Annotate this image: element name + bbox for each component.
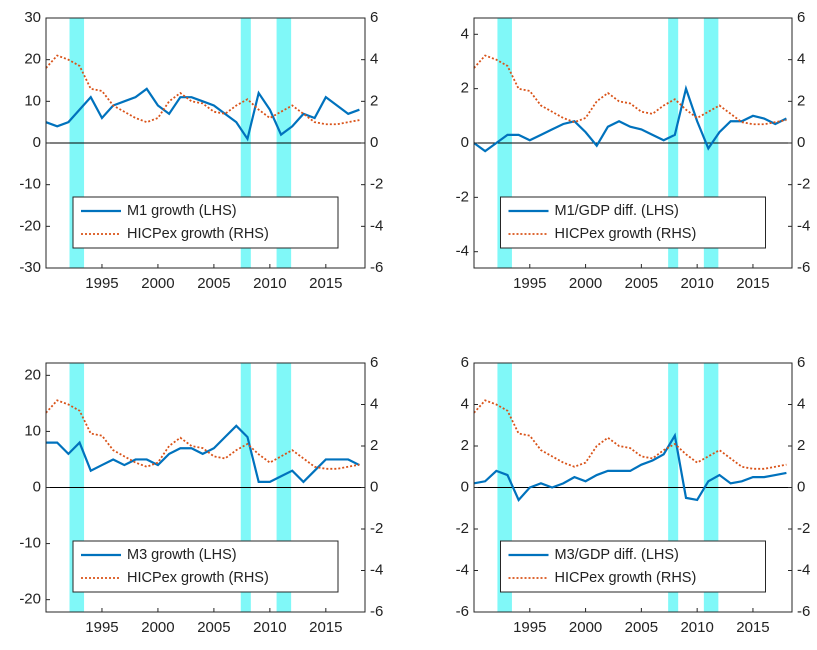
y-tick-label: 4 <box>461 25 469 42</box>
y-tick-label: 2 <box>461 437 469 454</box>
x-tick-label: 2015 <box>309 619 342 636</box>
y-tick-label: -4 <box>456 561 469 578</box>
y-tick-label: 0 <box>33 478 41 495</box>
x-tick-label: 2000 <box>141 619 174 636</box>
y-tick-label: -10 <box>19 176 41 193</box>
y-tick-label: -2 <box>456 520 469 537</box>
x-tick-label: 1995 <box>85 275 118 292</box>
legend-label: HICPex growth (RHS) <box>127 570 269 586</box>
y2-tick-label: 0 <box>370 134 378 151</box>
legend-label: HICPex growth (RHS) <box>555 226 697 242</box>
x-tick-label: 2015 <box>736 619 769 636</box>
x-tick-label: 2015 <box>309 275 342 292</box>
y-tick-label: 0 <box>33 134 41 151</box>
legend-label: M1 growth (LHS) <box>127 203 237 219</box>
subplot: -4 -2 0 2 4 -6 -4 -2 0 2 4 6 1995 2000 2005 2010 2015 M1/… <box>456 9 811 292</box>
y2-tick-label: 6 <box>370 9 378 26</box>
y2-tick-label: -6 <box>797 603 810 620</box>
x-tick-label: 2005 <box>625 619 658 636</box>
x-tick-label: 2000 <box>569 275 602 292</box>
x-tick-label: 2005 <box>625 275 658 292</box>
legend-box <box>500 540 766 593</box>
y2-tick-label: 6 <box>370 354 378 371</box>
y-tick-label: -4 <box>456 243 469 260</box>
legend-label: M1/GDP diff. (LHS) <box>555 203 679 219</box>
x-tick-label: 1995 <box>513 619 546 636</box>
y-tick-label: 20 <box>24 366 41 383</box>
y2-tick-label: 4 <box>370 395 378 412</box>
x-tick-label: 2000 <box>141 275 174 292</box>
y-tick-label: -10 <box>19 535 41 552</box>
y2-tick-label: 2 <box>797 92 805 109</box>
series-line <box>45 399 360 470</box>
y-tick-label: 0 <box>461 134 469 151</box>
y2-tick-label: 2 <box>797 437 805 454</box>
legend-label: M3/GDP diff. (LHS) <box>555 547 679 563</box>
legend-label: HICPex growth (RHS) <box>555 570 697 586</box>
y-tick-label: -2 <box>456 188 469 205</box>
y2-tick-label: -4 <box>370 561 383 578</box>
subplot: -6 -4 -2 0 2 4 6 -6 -4 -2 0 2 4 6 1995 2000 2005 2010 2015… <box>456 354 811 636</box>
y2-tick-label: 0 <box>797 134 805 151</box>
x-tick-label: 2005 <box>197 275 230 292</box>
series-line <box>473 432 787 502</box>
x-tick-label: 2010 <box>680 275 713 292</box>
y2-tick-label: 6 <box>797 354 805 371</box>
y2-tick-label: -4 <box>370 217 383 234</box>
x-tick-label: 2010 <box>680 619 713 636</box>
y-tick-label: -20 <box>19 217 41 234</box>
y-tick-label: 10 <box>24 422 41 439</box>
y-tick-label: 2 <box>461 80 469 97</box>
y-tick-label: 4 <box>461 395 469 412</box>
y2-tick-label: 0 <box>797 478 805 495</box>
x-tick-label: 2015 <box>736 275 769 292</box>
y-tick-label: 10 <box>24 92 41 109</box>
y-tick-label: 6 <box>461 354 469 371</box>
y2-tick-label: 4 <box>370 51 378 68</box>
y2-tick-label: -2 <box>797 176 810 193</box>
y2-tick-label: 4 <box>797 51 805 68</box>
y-tick-label: 20 <box>24 51 41 68</box>
y2-tick-label: -6 <box>370 603 383 620</box>
y2-tick-label: 0 <box>370 478 378 495</box>
legend-box <box>72 540 339 593</box>
y2-tick-label: -4 <box>797 217 810 234</box>
y-tick-label: -6 <box>456 603 469 620</box>
series-line <box>473 54 787 126</box>
series-line <box>45 87 360 142</box>
y2-tick-label: -6 <box>797 259 810 276</box>
x-tick-label: 2005 <box>197 619 230 636</box>
x-tick-label: 2010 <box>253 619 286 636</box>
series-line <box>473 399 787 470</box>
series-line <box>45 54 360 126</box>
y-tick-label: 30 <box>24 9 41 26</box>
legend-box <box>500 196 766 249</box>
y2-tick-label: 2 <box>370 92 378 109</box>
y2-tick-label: 4 <box>797 395 805 412</box>
y2-tick-label: -4 <box>797 561 810 578</box>
y2-tick-label: -6 <box>370 259 383 276</box>
y2-tick-label: 2 <box>370 437 378 454</box>
y2-tick-label: -2 <box>797 520 810 537</box>
series-line <box>473 84 787 153</box>
y-tick-label: 0 <box>461 478 469 495</box>
x-tick-label: 1995 <box>85 619 118 636</box>
x-tick-label: 2010 <box>253 275 286 292</box>
legend-label: HICPex growth (RHS) <box>127 226 269 242</box>
y2-tick-label: -2 <box>370 176 383 193</box>
y2-tick-label: 6 <box>797 9 805 26</box>
y-tick-label: -30 <box>19 259 41 276</box>
x-tick-label: 2000 <box>569 619 602 636</box>
series-line <box>46 424 360 484</box>
x-tick-label: 1995 <box>513 275 546 292</box>
legend-box <box>72 196 339 249</box>
y-tick-label: -20 <box>19 591 41 608</box>
legend-label: M3 growth (LHS) <box>127 547 237 563</box>
y2-tick-label: -2 <box>370 520 383 537</box>
